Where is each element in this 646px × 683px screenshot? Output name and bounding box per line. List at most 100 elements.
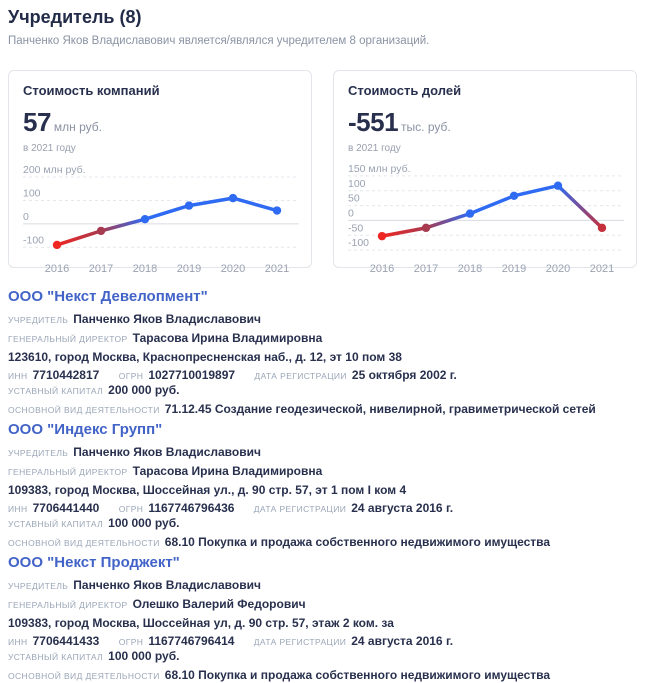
founder-value: Панченко Яков Владиславович <box>73 578 261 592</box>
ogrn-value: 1167746796436 <box>148 501 235 515</box>
capital-label: уставный капитал <box>8 519 104 529</box>
svg-text:-50: -50 <box>348 222 363 234</box>
capital-value: 100 000 руб. <box>108 649 180 663</box>
ogrn-pair: огрн 1167746796414 <box>119 634 235 648</box>
stat-cards-row: Стоимость компаний 57 млн руб. в 2021 год… <box>8 70 638 274</box>
svg-text:0: 0 <box>348 207 354 219</box>
activity-row: основной вид деятельности 68.10 Покупка и… <box>8 535 638 550</box>
founder-label: учредитель <box>8 581 69 591</box>
founder-value: Панченко Яков Владиславович <box>73 445 261 459</box>
registry-row: инн 7706441440 огрн 1167746796436 дата рег… <box>8 501 638 531</box>
stat-value: 57 <box>23 107 51 137</box>
shares-value-line-chart[interactable]: 150 млн руб. 100 50 0 -50 -100 2016 2017 2018 201… <box>348 162 624 274</box>
ceo-value: Тарасова Ирина Владимировна <box>132 331 323 345</box>
companies-value-line-chart[interactable]: 200 млн руб. 100 0 -100 2016 2017 2018 2019 2020… <box>23 162 299 274</box>
company-name-link[interactable]: ООО "Некст Проджект" <box>8 554 180 571</box>
svg-text:100: 100 <box>348 178 366 190</box>
ogrn-label: огрн <box>118 637 144 647</box>
company-card: ООО "Некст Проджект" учредитель Панченко … <box>8 554 638 683</box>
company-address: 109383, город Москва, Шоссейная ул, д. 9… <box>8 616 394 630</box>
inn-label: инн <box>8 637 28 647</box>
ceo-label: генеральный директор <box>8 467 128 477</box>
reg-date-label: дата регистрации <box>253 637 347 647</box>
svg-text:2016: 2016 <box>45 263 69 274</box>
company-card: ООО "Некст Девелопмент" учредитель Панчен… <box>8 288 638 417</box>
inn-label: инн <box>8 504 28 514</box>
stat-caption: в 2021 году <box>348 143 401 154</box>
svg-text:0: 0 <box>23 211 29 223</box>
stat-card-shares-value: Стоимость долей -551 тыс. руб. в 2021 год… <box>333 70 637 274</box>
founder-row: учредитель Панченко Яков Владиславович <box>8 445 638 460</box>
page-title: Учредитель (8) <box>8 7 142 27</box>
inn-value: 7710442817 <box>32 368 100 382</box>
reg-date-pair: дата регистрации 24 августа 2016 г. <box>254 501 453 515</box>
ogrn-pair: огрн 1167746796436 <box>119 501 235 515</box>
founder-label: учредитель <box>8 448 69 458</box>
stat-card-title: Стоимость долей <box>348 83 462 98</box>
svg-text:2021: 2021 <box>590 263 614 274</box>
svg-text:150 млн руб.: 150 млн руб. <box>348 163 411 175</box>
svg-text:200 млн руб.: 200 млн руб. <box>23 164 86 176</box>
svg-text:2021: 2021 <box>265 263 289 274</box>
activity-label: основной вид деятельности <box>8 538 160 548</box>
capital-label: уставный капитал <box>8 652 104 662</box>
reg-date-value: 25 октября 2002 г. <box>351 368 457 382</box>
ogrn-value: 1027710019897 <box>148 368 236 382</box>
svg-text:2018: 2018 <box>133 263 157 274</box>
svg-text:2018: 2018 <box>458 263 482 274</box>
ceo-row: генеральный директор Тарасова Ирина Влади… <box>8 464 638 479</box>
stat-card-title: Стоимость компаний <box>23 83 160 98</box>
inn-value: 7706441433 <box>32 634 100 648</box>
inn-pair: инн 7710442817 <box>8 368 99 382</box>
reg-date-pair: дата регистрации 24 августа 2016 г. <box>254 634 453 648</box>
activity-label: основной вид деятельности <box>8 405 160 415</box>
company-address: 123610, город Москва, Краснопресненская … <box>8 350 402 364</box>
capital-pair: уставный капитал 100 000 руб. <box>8 516 179 530</box>
capital-value: 200 000 руб. <box>108 383 180 397</box>
ceo-row: генеральный директор Олешко Валерий Федор… <box>8 597 638 612</box>
inn-pair: инн 7706441433 <box>8 634 99 648</box>
ceo-label: генеральный директор <box>8 600 128 610</box>
activity-label: основной вид деятельности <box>8 671 160 681</box>
ogrn-label: огрн <box>118 504 144 514</box>
capital-pair: уставный капитал 200 000 руб. <box>8 383 179 397</box>
ceo-row: генеральный директор Тарасова Ирина Влади… <box>8 331 638 346</box>
stat-card-companies-value: Стоимость компаний 57 млн руб. в 2021 год… <box>8 70 312 274</box>
svg-text:2020: 2020 <box>546 263 570 274</box>
registry-row: инн 7706441433 огрн 1167746796414 дата рег… <box>8 634 638 664</box>
activity-value: 71.12.45 Создание геодезической, нивелир… <box>164 402 596 416</box>
reg-date-label: дата регистрации <box>254 371 347 381</box>
inn-pair: инн 7706441440 <box>8 501 99 515</box>
svg-text:2019: 2019 <box>177 263 201 274</box>
page-subtitle: Панченко Яков Владиславович является/явл… <box>8 35 430 47</box>
founder-row: учредитель Панченко Яков Владиславович <box>8 578 638 593</box>
company-card: ООО "Индекс Групп" учредитель Панченко Як… <box>8 421 638 550</box>
stat-value-row: 57 млн руб. <box>23 108 297 141</box>
company-address: 109383, город Москва, Шоссейная ул., д. … <box>8 483 407 497</box>
svg-text:50: 50 <box>348 193 360 205</box>
ogrn-pair: огрн 1027710019897 <box>119 368 235 382</box>
registry-row: инн 7710442817 огрн 1027710019897 дата рег… <box>8 368 638 398</box>
ceo-value: Тарасова Ирина Владимировна <box>132 464 323 478</box>
company-name-link[interactable]: ООО "Индекс Групп" <box>8 421 163 438</box>
activity-row: основной вид деятельности 71.12.45 Создан… <box>8 402 638 417</box>
ceo-value: Олешко Валерий Федорович <box>132 597 306 611</box>
svg-text:2017: 2017 <box>414 263 438 274</box>
capital-value: 100 000 руб. <box>108 516 180 530</box>
reg-date-value: 24 августа 2016 г. <box>351 634 454 648</box>
stat-value-row: -551 тыс. руб. <box>348 108 622 141</box>
reg-date-value: 24 августа 2016 г. <box>351 501 454 515</box>
capital-pair: уставный капитал 100 000 руб. <box>8 649 179 663</box>
svg-text:2016: 2016 <box>370 263 394 274</box>
stat-unit: млн руб. <box>53 120 103 134</box>
company-name-link[interactable]: ООО "Некст Девелопмент" <box>8 288 208 305</box>
svg-text:2017: 2017 <box>89 263 113 274</box>
ogrn-value: 1167746796414 <box>148 634 235 648</box>
svg-text:2020: 2020 <box>221 263 245 274</box>
svg-text:-100: -100 <box>348 237 369 249</box>
founder-label: учредитель <box>8 315 69 325</box>
founder-value: Панченко Яков Владиславович <box>73 312 261 326</box>
activity-row: основной вид деятельности 68.10 Покупка и… <box>8 668 638 683</box>
stat-caption: в 2021 году <box>23 143 76 154</box>
